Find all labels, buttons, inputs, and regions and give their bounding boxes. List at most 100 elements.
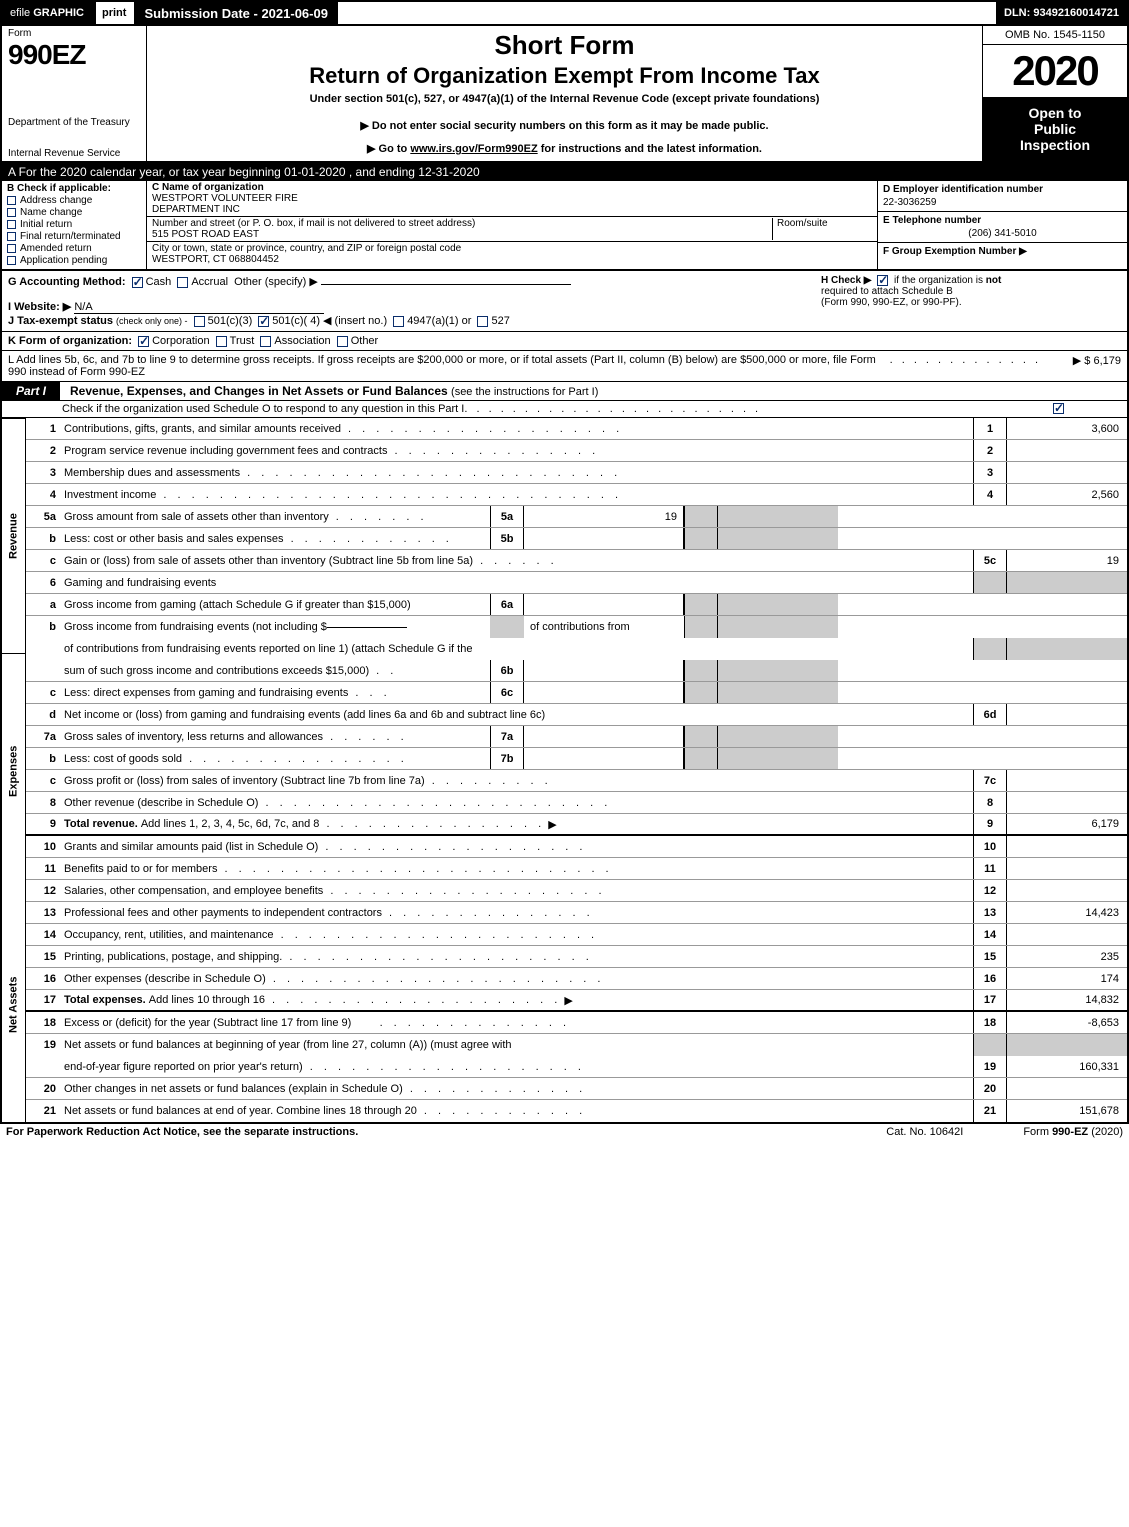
goto-line: ▶ Go to www.irs.gov/Form990EZ for instru… bbox=[157, 142, 972, 155]
ln15-desc: Printing, publications, postage, and shi… bbox=[64, 951, 282, 963]
ln6a-en bbox=[684, 594, 718, 615]
print-link[interactable]: print bbox=[102, 7, 126, 19]
chk-cash[interactable] bbox=[132, 277, 143, 288]
ln19-en: 19 bbox=[973, 1056, 1007, 1077]
ln6b-d2: of contributions from fundraising events… bbox=[64, 643, 472, 655]
chk-final[interactable] bbox=[7, 232, 16, 241]
line-12: 12 Salaries, other compensation, and emp… bbox=[26, 880, 1127, 902]
ln3-en: 3 bbox=[973, 462, 1007, 483]
ln5a-mn: 5a bbox=[490, 506, 524, 527]
ln6c-mn: 6c bbox=[490, 682, 524, 703]
ln2-ev bbox=[1007, 440, 1127, 461]
goto-link[interactable]: www.irs.gov/Form990EZ bbox=[410, 143, 537, 155]
line-11: 11 Benefits paid to or for members . . .… bbox=[26, 858, 1127, 880]
lbl-address: Address change bbox=[20, 195, 92, 206]
g-other-line bbox=[321, 284, 571, 285]
city-label: City or town, state or province, country… bbox=[152, 243, 872, 254]
ln6-num: 6 bbox=[26, 572, 60, 593]
ln5c-ev: 19 bbox=[1007, 550, 1127, 571]
info-block: B Check if applicable: Address change Na… bbox=[0, 181, 1129, 271]
ln7a-mv bbox=[524, 726, 684, 747]
chk-schedo[interactable] bbox=[1053, 403, 1064, 414]
chk-527[interactable] bbox=[477, 316, 488, 327]
ln4-num: 4 bbox=[26, 484, 60, 505]
line-14: 14 Occupancy, rent, utilities, and maint… bbox=[26, 924, 1127, 946]
ln1-desc: Contributions, gifts, grants, and simila… bbox=[64, 423, 341, 435]
ln3-num: 3 bbox=[26, 462, 60, 483]
dept-treasury: Department of the Treasury bbox=[8, 117, 140, 128]
tax-year: 2020 bbox=[983, 45, 1127, 97]
website-na: N/A bbox=[74, 301, 92, 313]
ln4-ev: 2,560 bbox=[1007, 484, 1127, 505]
ln16-num: 16 bbox=[26, 968, 60, 989]
ln7b-desc: Less: cost of goods sold bbox=[64, 753, 182, 765]
line-19b: end-of-year figure reported on prior yea… bbox=[26, 1056, 1127, 1078]
col-de: D Employer identification number 22-3036… bbox=[877, 181, 1127, 269]
side-tabs: Revenue Expenses Net Assets bbox=[2, 418, 26, 1122]
line-6b-2: of contributions from fundraising events… bbox=[26, 638, 1127, 660]
footer-right: Form 990-EZ (2020) bbox=[1023, 1126, 1123, 1138]
line-16: 16 Other expenses (describe in Schedule … bbox=[26, 968, 1127, 990]
ln12-num: 12 bbox=[26, 880, 60, 901]
ln6d-en: 6d bbox=[973, 704, 1007, 725]
k-other: Other bbox=[351, 335, 379, 347]
chk-corp[interactable] bbox=[138, 336, 149, 347]
footer: For Paperwork Reduction Act Notice, see … bbox=[0, 1124, 1129, 1140]
ln7c-ev bbox=[1007, 770, 1127, 791]
chk-4947[interactable] bbox=[393, 316, 404, 327]
ln6b-en2 bbox=[973, 638, 1007, 660]
chk-501c[interactable] bbox=[258, 316, 269, 327]
efile-text: efile bbox=[10, 7, 30, 19]
chk-initial[interactable] bbox=[7, 220, 16, 229]
ln14-desc: Occupancy, rent, utilities, and maintena… bbox=[64, 929, 274, 941]
ln7b-mv bbox=[524, 748, 684, 769]
chk-h[interactable] bbox=[877, 275, 888, 286]
ln6b-en1 bbox=[684, 616, 718, 638]
col-b-title: B Check if applicable: bbox=[7, 183, 141, 194]
chk-pending[interactable] bbox=[7, 256, 16, 265]
ln6b-num2 bbox=[26, 638, 60, 660]
ln5c-desc: Gain or (loss) from sale of assets other… bbox=[64, 555, 473, 567]
ln3-ev bbox=[1007, 462, 1127, 483]
period-row: A For the 2020 calendar year, or tax yea… bbox=[0, 163, 1129, 181]
ln11-desc: Benefits paid to or for members bbox=[64, 863, 217, 875]
chk-assoc[interactable] bbox=[260, 336, 271, 347]
k-label: K Form of organization: bbox=[8, 335, 132, 347]
graphic-text: GRAPHIC bbox=[33, 7, 84, 19]
ln10-num: 10 bbox=[26, 836, 60, 857]
l-amount: ▶ $ 6,179 bbox=[1041, 354, 1121, 378]
chk-accrual[interactable] bbox=[177, 277, 188, 288]
chk-other[interactable] bbox=[337, 336, 348, 347]
k-trust: Trust bbox=[230, 335, 255, 347]
subtitle-under: Under section 501(c), 527, or 4947(a)(1)… bbox=[157, 93, 972, 105]
ln6c-desc: Less: direct expenses from gaming and fu… bbox=[64, 687, 348, 699]
ln8-ev bbox=[1007, 792, 1127, 813]
open-2: Public bbox=[987, 121, 1123, 137]
ln14-ev bbox=[1007, 924, 1127, 945]
ln7b-ev bbox=[718, 748, 838, 769]
chk-address[interactable] bbox=[7, 196, 16, 205]
chk-name[interactable] bbox=[7, 208, 16, 217]
ln19-num: 19 bbox=[26, 1034, 60, 1056]
ln19-ev1 bbox=[1007, 1034, 1127, 1056]
chk-amended[interactable] bbox=[7, 244, 16, 253]
line-21: 21 Net assets or fund balances at end of… bbox=[26, 1100, 1127, 1122]
ln9-en: 9 bbox=[973, 814, 1007, 834]
form-number: 990EZ bbox=[8, 39, 140, 71]
ln21-desc: Net assets or fund balances at end of ye… bbox=[64, 1105, 417, 1117]
g-other: Other (specify) ▶ bbox=[234, 276, 318, 288]
chk-501c3[interactable] bbox=[194, 316, 205, 327]
line-7a: 7a Gross sales of inventory, less return… bbox=[26, 726, 1127, 748]
line-6a: a Gross income from gaming (attach Sched… bbox=[26, 594, 1127, 616]
ln6-en bbox=[973, 572, 1007, 593]
d-label: D Employer identification number bbox=[883, 184, 1043, 195]
ln5a-ev bbox=[718, 506, 838, 527]
ln20-ev bbox=[1007, 1078, 1127, 1099]
line-6c: c Less: direct expenses from gaming and … bbox=[26, 682, 1127, 704]
dept-irs: Internal Revenue Service bbox=[8, 148, 140, 159]
phone: (206) 341-5010 bbox=[883, 227, 1122, 240]
part1-subrow: Check if the organization used Schedule … bbox=[0, 401, 1129, 418]
ln16-ev: 174 bbox=[1007, 968, 1127, 989]
ln19b-num bbox=[26, 1056, 60, 1077]
chk-trust[interactable] bbox=[216, 336, 227, 347]
